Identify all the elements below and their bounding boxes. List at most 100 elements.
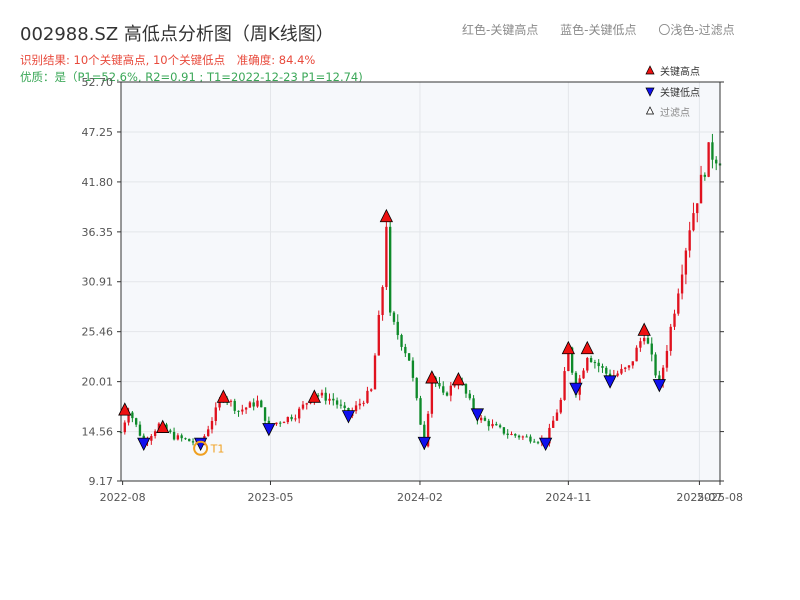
- legend-filtered-label: 过滤点: [660, 106, 690, 119]
- candle-body: [252, 402, 255, 407]
- candle-body: [661, 367, 665, 383]
- candle-body: [404, 346, 407, 354]
- candle-body: [677, 293, 680, 314]
- candle-body: [517, 435, 521, 438]
- candle-body: [442, 386, 445, 393]
- candle-body: [684, 250, 688, 275]
- candle-body: [491, 423, 494, 427]
- chart-title: 002988.SZ 高低点分析图（周K线图）: [20, 24, 334, 45]
- candle-body: [616, 373, 619, 376]
- candle-body: [650, 343, 653, 355]
- candle-body: [627, 365, 631, 368]
- candle-body: [377, 315, 380, 356]
- candle-body: [449, 385, 453, 396]
- candle-body: [586, 357, 589, 371]
- key-low-marker: [137, 437, 151, 452]
- candle-body: [191, 441, 195, 443]
- y-tick-label: 30.91: [82, 276, 114, 289]
- candle-body: [305, 403, 308, 405]
- candle-body: [248, 402, 252, 408]
- candle-body: [188, 438, 191, 442]
- candle-body: [370, 389, 373, 391]
- candle-body: [464, 384, 468, 394]
- candle-body: [396, 321, 399, 336]
- candle-body: [244, 407, 248, 410]
- candle-body: [487, 420, 490, 427]
- candle-body: [290, 416, 293, 420]
- candle-body: [426, 413, 430, 447]
- candle-body: [620, 368, 623, 374]
- candle-body: [715, 159, 718, 164]
- candle-body: [218, 400, 221, 408]
- candle-body: [298, 408, 301, 419]
- x-tick-label: 2022-08: [100, 491, 146, 504]
- candle-body: [229, 400, 233, 402]
- candle-body: [502, 427, 506, 434]
- y-tick-label: 41.80: [82, 176, 114, 189]
- candle-body: [400, 335, 403, 347]
- candle-body: [665, 350, 669, 368]
- candle-body: [354, 405, 358, 412]
- candle-body: [643, 337, 646, 342]
- candle-body: [593, 362, 597, 364]
- candle-body: [639, 341, 642, 348]
- hollow-legend-label: 〇浅色-过滤点: [658, 23, 735, 37]
- key-high-marker: [379, 208, 394, 223]
- candle-body: [294, 418, 297, 420]
- candle-body: [184, 438, 187, 440]
- key-high-marker: [580, 340, 594, 355]
- candle-body: [495, 423, 498, 426]
- candle-body: [134, 418, 138, 425]
- key-high-marker: [451, 372, 466, 386]
- t1-marker: [193, 440, 209, 456]
- key-low-marker: [262, 423, 276, 437]
- candle-body: [430, 377, 434, 414]
- candle-body: [381, 287, 384, 316]
- candle-body: [335, 400, 339, 405]
- candle-body: [479, 417, 483, 421]
- candle-body: [415, 377, 418, 399]
- candle-body: [548, 427, 551, 444]
- candle-body: [555, 412, 559, 421]
- candle-body: [366, 390, 369, 403]
- key-low-marker: [652, 379, 666, 393]
- candle-body: [514, 433, 517, 436]
- candle-body: [552, 420, 555, 428]
- candle-body: [506, 433, 509, 435]
- y-tick-label: 20.01: [82, 376, 114, 389]
- candle-body: [699, 174, 703, 204]
- candle-body: [696, 203, 699, 214]
- candle-body: [324, 392, 327, 401]
- candle-body: [358, 403, 362, 406]
- candle-body: [582, 370, 585, 379]
- candle-body: [411, 360, 415, 378]
- recognition-summary: 识别结果: 10个关键高点, 10个关键低点 准确度: 84.4%: [20, 52, 323, 68]
- candle-body: [438, 383, 441, 387]
- candle-body: [688, 230, 691, 251]
- candle-body: [282, 422, 286, 424]
- candle-body: [316, 395, 320, 397]
- y-tick-label: 36.35: [82, 226, 114, 239]
- key-high-marker: [118, 402, 132, 416]
- key-high-marker: [425, 370, 439, 384]
- plot-frame: [120, 81, 721, 482]
- candle-body: [392, 312, 396, 322]
- y-tick-label: 9.17: [89, 475, 114, 488]
- candle-body: [453, 385, 456, 387]
- candle-body: [624, 367, 627, 369]
- key-high-marker: [216, 389, 231, 403]
- y-tick-label: 52.70: [82, 76, 114, 89]
- candle-body: [138, 424, 142, 436]
- candle-body: [533, 441, 536, 443]
- candle-body: [279, 422, 282, 424]
- candle-body: [207, 429, 210, 437]
- candle-body: [275, 422, 278, 425]
- result-text: 识别结果: 10个关键高点, 10个关键低点: [20, 53, 226, 67]
- candle-body: [153, 431, 157, 437]
- y-tick-label: 25.46: [82, 326, 114, 339]
- candle-body: [423, 424, 426, 447]
- key-high-marker: [156, 419, 170, 433]
- candle-body: [711, 142, 714, 160]
- candle-body: [597, 362, 600, 367]
